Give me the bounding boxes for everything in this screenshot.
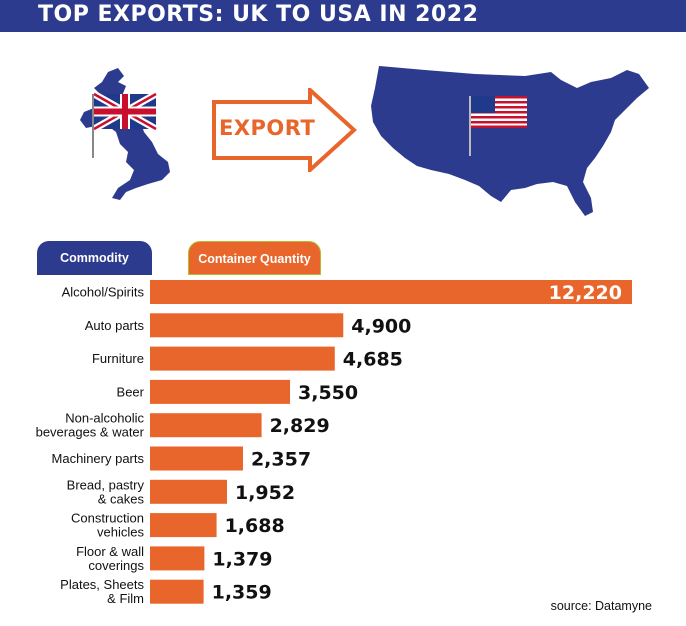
value-label: 1,688 xyxy=(225,515,285,537)
value-label: 3,550 xyxy=(298,382,358,404)
bar xyxy=(150,413,262,438)
category-label: Furniture xyxy=(92,351,144,366)
title-bar: TOP EXPORTS: UK TO USA IN 2022 xyxy=(0,0,686,32)
category-label: Auto parts xyxy=(85,318,145,333)
category-label: & cakes xyxy=(98,491,145,506)
bar xyxy=(150,579,204,604)
bar xyxy=(150,513,217,538)
usa-map-icon xyxy=(371,66,649,216)
category-label: Alcohol/Spirits xyxy=(62,285,145,300)
category-label: coverings xyxy=(88,558,144,573)
container-quantity-header: Container Quantity xyxy=(188,241,321,275)
bar xyxy=(150,346,335,371)
value-label: 1,952 xyxy=(235,482,295,504)
value-label: 1,359 xyxy=(212,582,272,604)
category-label: Beer xyxy=(117,384,145,399)
value-label: 2,357 xyxy=(251,449,311,471)
bar xyxy=(150,446,243,471)
category-label: vehicles xyxy=(97,525,144,540)
export-arrow-icon xyxy=(212,88,357,172)
category-label: Construction xyxy=(71,511,144,526)
category-label: Non-alcoholic xyxy=(65,411,144,426)
category-label: beverages & water xyxy=(36,425,145,440)
uk-map-icon xyxy=(80,68,170,200)
page-title: TOP EXPORTS: UK TO USA IN 2022 xyxy=(38,2,479,27)
category-label: & Film xyxy=(107,591,144,606)
category-label: Bread, pastry xyxy=(67,477,145,492)
commodity-header: Commodity xyxy=(37,241,152,275)
category-label: Plates, Sheets xyxy=(60,577,144,592)
value-label: 4,685 xyxy=(343,349,403,371)
value-label: 4,900 xyxy=(351,315,411,337)
bar xyxy=(150,546,205,571)
value-label: 12,220 xyxy=(549,282,622,304)
value-label: 1,379 xyxy=(212,548,272,570)
category-label: Floor & wall xyxy=(76,544,144,559)
source-note: source: Datamyne xyxy=(550,599,652,613)
category-label: Machinery parts xyxy=(52,451,145,466)
value-label: 2,829 xyxy=(270,415,330,437)
export-label: EXPORT xyxy=(219,116,316,140)
bar xyxy=(150,479,227,504)
bar xyxy=(150,280,632,304)
bar xyxy=(150,379,291,404)
bar xyxy=(150,313,344,338)
